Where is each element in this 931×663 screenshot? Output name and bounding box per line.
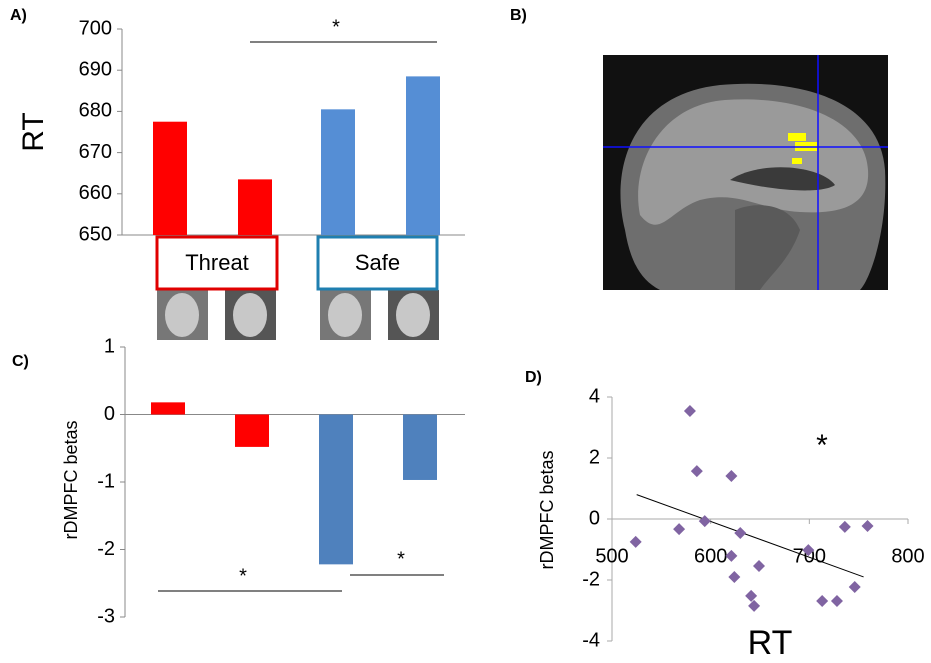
bar xyxy=(403,415,437,480)
y-tick-label: -2 xyxy=(97,538,115,560)
significance-marker: * xyxy=(332,16,340,38)
significance-marker: * xyxy=(397,548,405,570)
y-axis-label: rDMPFC betas xyxy=(61,420,81,539)
y-tick-label: 0 xyxy=(589,507,600,529)
group-label: Threat xyxy=(185,250,249,275)
y-tick-label: 0 xyxy=(104,403,115,425)
point xyxy=(849,581,861,593)
y-tick-label: 690 xyxy=(79,58,112,80)
figure: A) B) C) D) 650 660 670 680 690 700 RT Threat Sa… xyxy=(0,0,931,663)
point xyxy=(673,523,685,535)
trend-line xyxy=(637,495,864,577)
y-axis-label: rDMPFC betas xyxy=(537,450,557,569)
x-tick-label: 800 xyxy=(891,545,924,567)
bar xyxy=(321,109,355,235)
point xyxy=(831,595,843,607)
point xyxy=(753,560,765,572)
point xyxy=(728,571,740,583)
point xyxy=(839,521,851,533)
y-tick-label: 660 xyxy=(79,182,112,204)
y-tick-label: 4 xyxy=(589,385,600,407)
y-tick-label: -3 xyxy=(97,605,115,627)
y-tick-label: -2 xyxy=(582,568,600,590)
panel-label: B) xyxy=(510,7,527,24)
y-tick-label: 650 xyxy=(79,223,112,245)
point xyxy=(734,527,746,539)
x-tick-label: 500 xyxy=(595,545,628,567)
point xyxy=(691,465,703,477)
point xyxy=(630,536,642,548)
bar xyxy=(151,402,185,414)
y-tick-label: -4 xyxy=(582,629,600,651)
y-tick-label: 2 xyxy=(589,446,600,468)
significance-marker: * xyxy=(239,565,247,587)
point xyxy=(725,470,737,482)
x-tick-label: 600 xyxy=(694,545,727,567)
group-label: Safe xyxy=(355,250,400,275)
bar xyxy=(319,415,353,565)
y-tick-label: -1 xyxy=(97,470,115,492)
point xyxy=(745,590,757,602)
y-axis-label: RT xyxy=(17,112,50,151)
point xyxy=(699,515,711,527)
bar xyxy=(238,179,272,235)
y-tick-label: 1 xyxy=(104,335,115,357)
y-tick-label: 680 xyxy=(79,100,112,122)
panel-label: D) xyxy=(525,369,542,386)
y-tick-label: 700 xyxy=(79,17,112,39)
y-tick-label: 670 xyxy=(79,141,112,163)
bar xyxy=(406,76,440,235)
significance-marker: * xyxy=(816,429,828,462)
panel-label: A) xyxy=(10,7,27,24)
point xyxy=(684,405,696,417)
x-axis-label: RT xyxy=(748,624,793,662)
brain-image xyxy=(603,55,888,290)
face-images xyxy=(157,290,439,340)
point xyxy=(748,600,760,612)
point xyxy=(816,595,828,607)
bar xyxy=(235,415,269,447)
panel-label: C) xyxy=(12,353,29,370)
bar xyxy=(153,122,187,235)
point xyxy=(862,520,874,532)
